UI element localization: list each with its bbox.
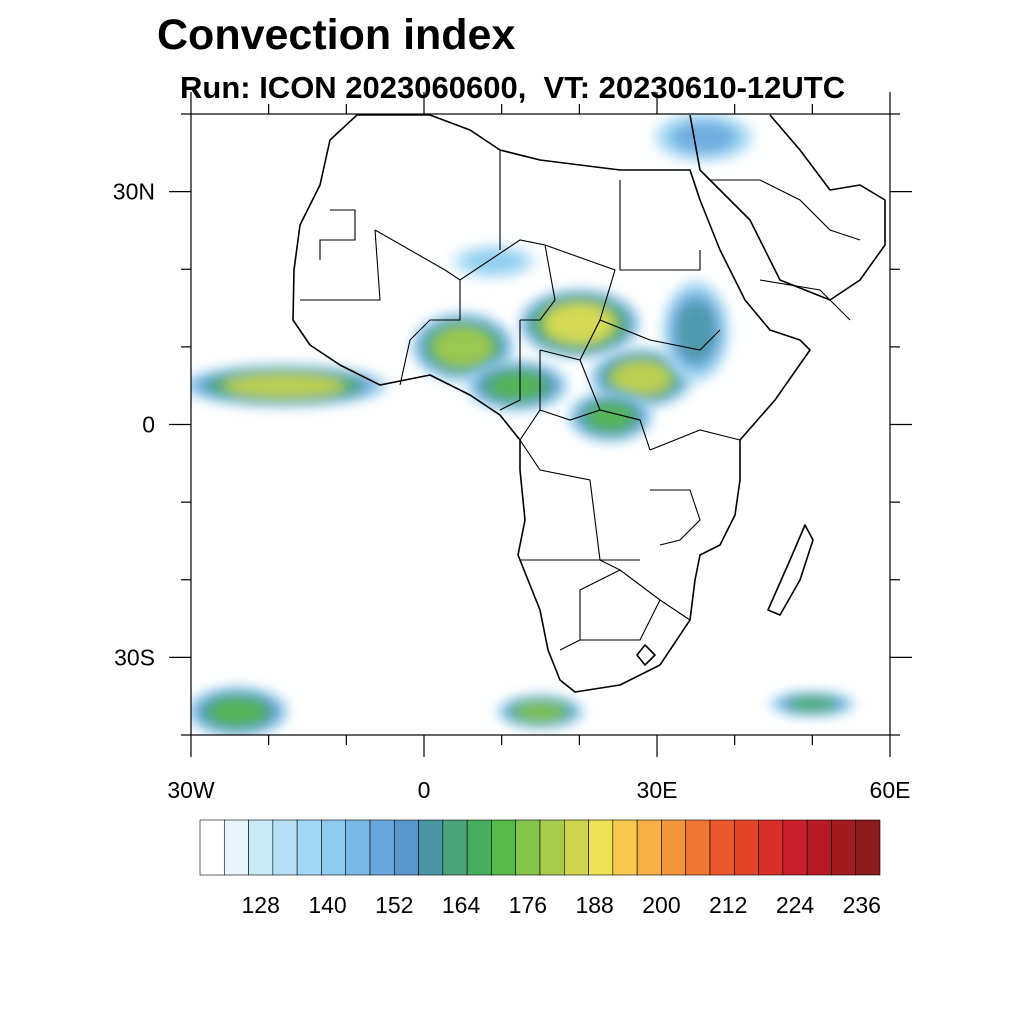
colorbar-swatch <box>758 819 784 876</box>
country-borders <box>300 150 861 651</box>
lat-tick-label: 30N <box>113 179 155 205</box>
convection-cell <box>769 691 856 717</box>
colorbar-swatch <box>248 819 274 876</box>
colorbar-swatch <box>466 819 492 876</box>
colorbar-tick-label: 224 <box>776 892 815 918</box>
axis-ticks <box>169 92 912 757</box>
colorbar-tick-label: 200 <box>642 892 680 918</box>
colorbar-tick-label: 236 <box>843 892 881 918</box>
colorbar-swatch <box>418 819 444 876</box>
colorbar-swatch <box>733 819 759 876</box>
colorbar-swatch <box>515 819 541 876</box>
colorbar-swatch <box>806 819 832 876</box>
colorbar-labels: 128 140 152 164 176 188 200 212 224 236 <box>242 892 881 918</box>
convection-field <box>191 114 856 735</box>
colorbar-swatch <box>345 819 371 876</box>
colorbar-swatch <box>782 819 808 876</box>
colorbar <box>199 819 881 876</box>
colorbar-swatch <box>321 819 347 876</box>
colorbar-swatch <box>563 819 589 876</box>
colorbar-swatch <box>272 819 298 876</box>
lon-tick-label: 0 <box>418 777 431 803</box>
convection-cell <box>411 312 515 382</box>
convection-cell <box>191 685 290 735</box>
convection-cell <box>191 364 388 408</box>
lat-tick-label: 0 <box>142 412 155 438</box>
colorbar-swatch <box>661 819 687 876</box>
map-subtitle: Run: ICON 2023060600, VT: 20230610-12UTC <box>180 70 846 105</box>
colorbar-swatch <box>636 819 662 876</box>
colorbar-swatch <box>369 819 395 876</box>
colorbar-tick-label: 212 <box>709 892 747 918</box>
colorbar-swatch <box>612 819 638 876</box>
convection-cell <box>567 391 654 443</box>
colorbar-tick-label: 152 <box>375 892 413 918</box>
colorbar-swatch <box>296 819 322 876</box>
africa-coastline <box>292 114 886 693</box>
colorbar-swatch <box>709 819 735 876</box>
lon-tick-label: 60E <box>870 777 911 803</box>
map-title: Convection index <box>157 11 516 59</box>
lat-tick-label: 30S <box>114 644 155 670</box>
colorbar-swatch <box>831 819 857 876</box>
colorbar-swatch <box>685 819 711 876</box>
convection-cell <box>661 279 731 383</box>
colorbar-swatch <box>491 819 517 876</box>
convection-cell <box>652 114 756 164</box>
convection-cell <box>519 289 640 358</box>
colorbar-swatch <box>393 819 419 876</box>
colorbar-tick-label: 176 <box>509 892 547 918</box>
colorbar-tick-label: 140 <box>308 892 346 918</box>
convection-cell <box>450 244 537 279</box>
colorbar-swatch <box>223 819 249 876</box>
map-frame <box>190 113 891 736</box>
axis-tick-labels: 30W 0 30E 60E 30N 0 30S <box>113 179 911 803</box>
convection-cell <box>497 694 584 729</box>
colorbar-swatch <box>442 819 468 876</box>
colorbar-swatch <box>588 819 614 876</box>
colorbar-swatch <box>855 819 881 876</box>
colorbar-tick-label: 188 <box>575 892 613 918</box>
colorbar-tick-label: 164 <box>442 892 481 918</box>
lon-tick-label: 30W <box>167 777 215 803</box>
colorbar-swatch <box>199 819 225 876</box>
lon-tick-label: 30E <box>637 777 678 803</box>
colorbar-tick-label: 128 <box>242 892 280 918</box>
convection-cell <box>465 359 569 412</box>
colorbar-swatch <box>539 819 565 876</box>
